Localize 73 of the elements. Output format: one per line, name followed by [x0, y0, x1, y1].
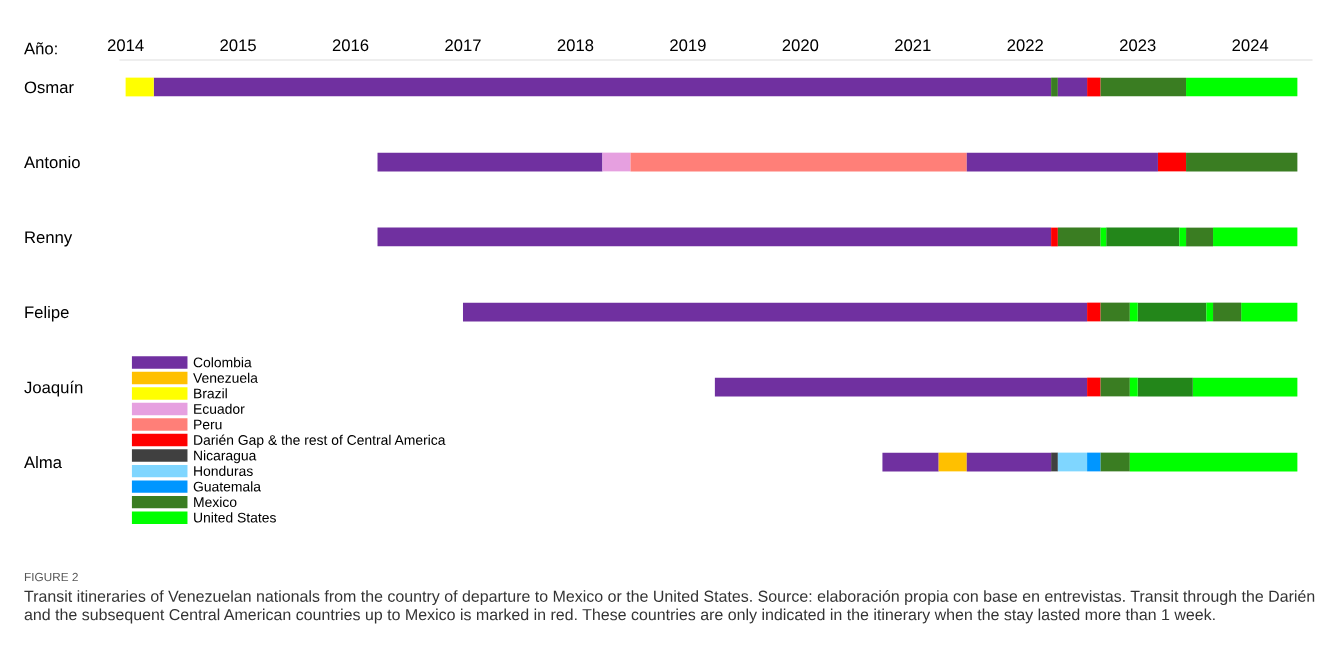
bar — [377, 152, 603, 172]
legend-label: Venezuela — [193, 372, 258, 383]
bar — [1213, 227, 1298, 247]
bar — [1186, 227, 1214, 247]
x-tick-label: 2024 — [1232, 39, 1269, 52]
bar — [1051, 77, 1058, 97]
bar — [1129, 302, 1138, 322]
bar — [1206, 302, 1214, 322]
y-tick-label: Antonio — [24, 155, 80, 169]
bar — [1129, 377, 1138, 397]
legend-label: Guatemala — [193, 481, 261, 492]
bar — [630, 152, 967, 172]
bar — [1051, 452, 1058, 472]
bar — [1057, 227, 1101, 247]
bar — [377, 227, 1052, 247]
x-tick-label: 2019 — [670, 39, 706, 52]
bar — [462, 302, 1088, 322]
x-tick-label: 2023 — [1120, 39, 1156, 52]
legend-label: Peru — [194, 419, 222, 430]
y-tick-label: Joaquín — [24, 380, 83, 397]
x-tick-label: 2014 — [107, 39, 144, 52]
bar — [1192, 377, 1298, 397]
x-tick-label: 2021 — [895, 39, 931, 52]
x-tick-label: 2020 — [782, 39, 819, 52]
bar — [938, 452, 967, 472]
x-tick-label: 2018 — [557, 39, 594, 52]
bar — [1100, 302, 1130, 322]
bar — [1137, 302, 1207, 322]
caption: FIGURE 2 — [24, 572, 78, 582]
bar — [1157, 152, 1187, 172]
y-tick-label: Felipe — [25, 305, 69, 322]
legend-label: Colombia — [193, 357, 252, 368]
bar — [1137, 377, 1193, 397]
bar — [1213, 302, 1242, 322]
bar — [602, 152, 631, 172]
legend-label: United States — [194, 512, 276, 523]
legend-label: Brazil — [194, 388, 227, 399]
y-tick-label: Osmar — [24, 81, 74, 94]
bar — [1057, 77, 1088, 97]
bar — [966, 452, 1052, 472]
bar — [1179, 227, 1187, 247]
x-tick-label: 2022 — [1007, 39, 1043, 52]
text: Transit itineraries of Venezuelan nationals from the country of departure to Mexico or the United States. Source: elaboración propia con base en entrevistas. Transit through the Darién and the subsequent Central American countries up to Mexico is marked in red. These countries are only indicated in the itinerary when the stay lasted more than 1 week. — [24, 590, 1315, 624]
bar — [1129, 452, 1298, 472]
bar — [1241, 302, 1298, 322]
bar — [1087, 452, 1101, 472]
bar — [1087, 377, 1101, 397]
bar — [966, 152, 1158, 172]
legend-label: Ecuador — [194, 403, 245, 414]
bar — [1051, 227, 1058, 247]
bar — [1087, 302, 1101, 322]
legend-label: Mexico — [194, 496, 237, 508]
bar — [1100, 377, 1130, 397]
legend-label: Darién Gap & the rest of Central America — [194, 434, 446, 448]
bar — [1186, 152, 1298, 172]
bar — [1186, 77, 1298, 97]
bar — [153, 77, 1052, 97]
y-tick-label: Renny — [25, 231, 73, 247]
bar — [1100, 77, 1187, 97]
x-axis-title: Año: — [24, 42, 57, 55]
legend-label: Nicaragua — [194, 450, 257, 464]
x-tick-label: 2016 — [332, 39, 369, 52]
bar — [1106, 227, 1180, 247]
bar — [1057, 452, 1088, 472]
bar — [125, 77, 154, 97]
legend-label: Honduras — [194, 465, 253, 476]
y-tick-label: Alma — [24, 455, 62, 469]
bar — [1100, 452, 1130, 472]
bar — [1087, 77, 1101, 97]
bar — [882, 452, 939, 472]
bar — [714, 377, 1088, 397]
x-tick-label: 2015 — [220, 39, 256, 52]
x-tick-label: 2017 — [445, 39, 481, 52]
